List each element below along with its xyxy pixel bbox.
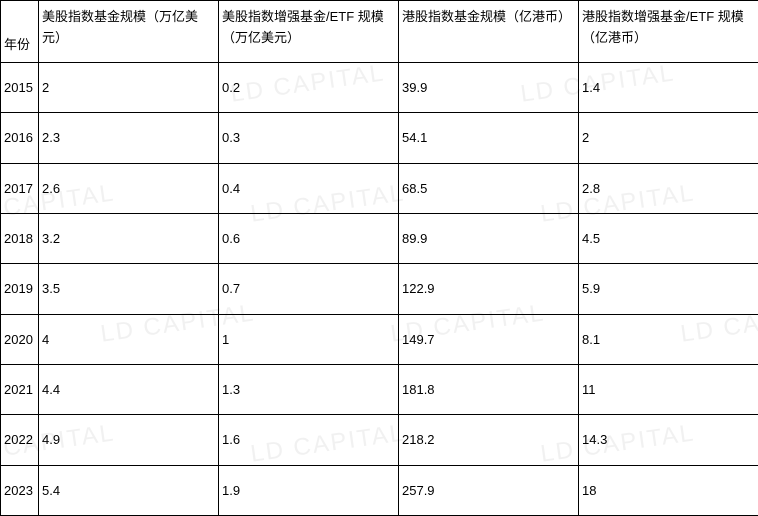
- cell-hk_enh: 14.3: [579, 415, 758, 465]
- cell-us_index: 4: [39, 314, 219, 364]
- fund-scale-table: 年份 美股指数基金规模（万亿美元） 美股指数增强基金/ETF 规模（万亿美元） …: [0, 0, 758, 516]
- cell-year: 2023: [1, 465, 39, 515]
- cell-us_index: 4.9: [39, 415, 219, 465]
- table-header-row: 年份 美股指数基金规模（万亿美元） 美股指数增强基金/ETF 规模（万亿美元） …: [1, 1, 758, 63]
- table-row: 20214.41.3181.811: [1, 364, 758, 414]
- table-row: 20235.41.9257.918: [1, 465, 758, 515]
- cell-us_enh: 1.3: [219, 364, 399, 414]
- cell-hk_index: 257.9: [399, 465, 579, 515]
- cell-us_index: 3.5: [39, 264, 219, 314]
- col-header-us-enh: 美股指数增强基金/ETF 规模（万亿美元）: [219, 1, 399, 63]
- cell-hk_enh: 2: [579, 113, 758, 163]
- col-header-us-index: 美股指数基金规模（万亿美元）: [39, 1, 219, 63]
- table-row: 20193.50.7122.95.9: [1, 264, 758, 314]
- cell-hk_enh: 5.9: [579, 264, 758, 314]
- cell-year: 2016: [1, 113, 39, 163]
- cell-year: 2022: [1, 415, 39, 465]
- cell-year: 2017: [1, 163, 39, 213]
- cell-hk_enh: 1.4: [579, 63, 758, 113]
- cell-us_index: 4.4: [39, 364, 219, 414]
- table-row: 202041149.78.1: [1, 314, 758, 364]
- cell-year: 2021: [1, 364, 39, 414]
- cell-us_enh: 1.9: [219, 465, 399, 515]
- cell-us_enh: 0.7: [219, 264, 399, 314]
- cell-hk_enh: 18: [579, 465, 758, 515]
- cell-us_index: 5.4: [39, 465, 219, 515]
- cell-us_index: 3.2: [39, 213, 219, 263]
- cell-hk_index: 68.5: [399, 163, 579, 213]
- cell-hk_index: 181.8: [399, 364, 579, 414]
- cell-year: 2015: [1, 63, 39, 113]
- cell-hk_enh: 2.8: [579, 163, 758, 213]
- cell-us_enh: 0.4: [219, 163, 399, 213]
- cell-us_enh: 0.6: [219, 213, 399, 263]
- cell-us_enh: 1.6: [219, 415, 399, 465]
- cell-hk_enh: 11: [579, 364, 758, 414]
- cell-year: 2019: [1, 264, 39, 314]
- col-header-hk-enh: 港股指数增强基金/ETF 规模（亿港币）: [579, 1, 758, 63]
- cell-hk_index: 89.9: [399, 213, 579, 263]
- cell-hk_index: 39.9: [399, 63, 579, 113]
- table-row: 20172.60.468.52.8: [1, 163, 758, 213]
- cell-hk_enh: 4.5: [579, 213, 758, 263]
- cell-year: 2018: [1, 213, 39, 263]
- cell-us_index: 2.3: [39, 113, 219, 163]
- cell-hk_index: 122.9: [399, 264, 579, 314]
- col-header-hk-index: 港股指数基金规模（亿港币）: [399, 1, 579, 63]
- cell-hk_enh: 8.1: [579, 314, 758, 364]
- cell-hk_index: 218.2: [399, 415, 579, 465]
- table-row: 20162.30.354.12: [1, 113, 758, 163]
- cell-hk_index: 149.7: [399, 314, 579, 364]
- table-body: 201520.239.91.420162.30.354.1220172.60.4…: [1, 63, 758, 516]
- cell-us_enh: 1: [219, 314, 399, 364]
- table-row: 20224.91.6218.214.3: [1, 415, 758, 465]
- col-header-year: 年份: [1, 1, 39, 63]
- cell-us_index: 2: [39, 63, 219, 113]
- cell-year: 2020: [1, 314, 39, 364]
- cell-hk_index: 54.1: [399, 113, 579, 163]
- cell-us_enh: 0.2: [219, 63, 399, 113]
- table-row: 201520.239.91.4: [1, 63, 758, 113]
- cell-us_enh: 0.3: [219, 113, 399, 163]
- table-row: 20183.20.689.94.5: [1, 213, 758, 263]
- cell-us_index: 2.6: [39, 163, 219, 213]
